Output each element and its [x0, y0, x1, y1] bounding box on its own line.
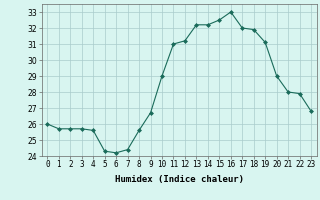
X-axis label: Humidex (Indice chaleur): Humidex (Indice chaleur): [115, 175, 244, 184]
